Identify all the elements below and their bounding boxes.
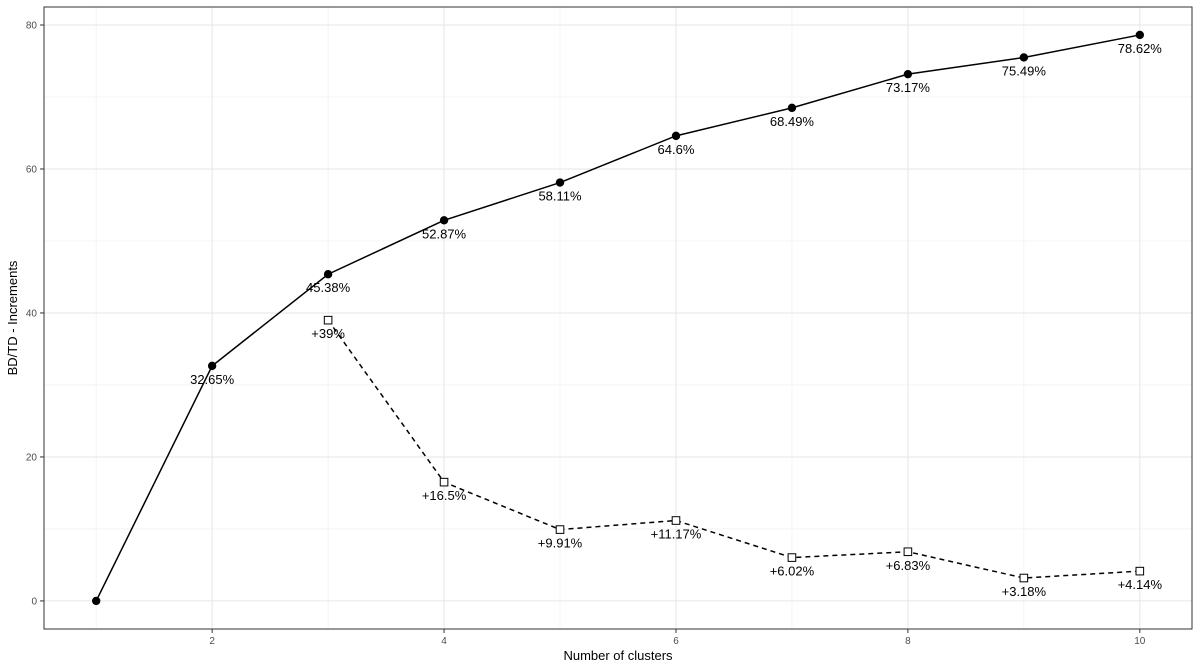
y-axis-tick-label: 60 — [26, 164, 38, 175]
series-1-point — [787, 103, 797, 113]
y-axis-tick-label: 80 — [26, 20, 38, 31]
series-2-point — [555, 525, 565, 534]
series-2-data-label: +9.91% — [538, 536, 583, 551]
series-2-point — [787, 553, 797, 562]
series-1-data-label: 73.17% — [886, 80, 931, 95]
series-1-line — [95, 34, 1140, 602]
y-axis-tick-label: 0 — [31, 596, 37, 607]
series-2-data-label: +6.02% — [770, 564, 815, 579]
x-axis-tick-label: 10 — [1134, 636, 1146, 647]
series-2-point — [903, 547, 913, 557]
x-axis-title: Number of clusters — [563, 648, 673, 663]
x-axis-tick-label: 4 — [441, 636, 447, 647]
series-2-data-label: +6.83% — [886, 558, 931, 573]
series-1-point — [555, 178, 565, 187]
series-1-point — [439, 216, 449, 225]
series-1-point — [1135, 30, 1145, 40]
series-2-point — [439, 477, 449, 487]
x-axis-tick-label: 2 — [209, 636, 215, 647]
data-labels: 32.65% 45.38% 52.87% 58.11% 64.6% 68.49% 73.17… — [190, 41, 1162, 599]
series-1-point — [1019, 53, 1029, 62]
series-1-point — [903, 69, 913, 79]
series-2-data-label: +11.17% — [651, 527, 702, 542]
y-axis-tick-label: 20 — [26, 452, 38, 463]
series-1-data-label: 75.49% — [1002, 63, 1047, 78]
series-1-point — [207, 361, 217, 371]
series-1-data-label: 58.11% — [538, 189, 582, 204]
axes: 2 4 6 8 10 0 20 40 60 80 — [26, 20, 1146, 647]
grid — [44, 7, 1192, 629]
series-2-point — [671, 516, 681, 525]
series-2-point — [1019, 573, 1029, 583]
series-1-data-label: 32.65% — [190, 372, 235, 387]
series-1-data-label: 64.6% — [658, 142, 695, 157]
plot-series — [91, 30, 1145, 606]
series-2-data-label: +39% — [311, 326, 345, 341]
series-2-line — [327, 319, 1140, 579]
series-2-point — [323, 315, 333, 325]
y-axis-tick-label: 40 — [26, 308, 38, 319]
series-1-data-label: 78.62% — [1118, 41, 1163, 56]
series-1-data-label: 52.87% — [422, 226, 467, 241]
series-2-data-label: +4.14% — [1118, 577, 1163, 592]
series-2-data-label: +16.5% — [422, 488, 467, 503]
series-2-data-label: +3.18% — [1002, 584, 1047, 599]
series-2-point — [1135, 566, 1145, 576]
series-1-data-label: 45.38% — [306, 280, 351, 295]
x-axis-tick-label: 8 — [905, 636, 911, 647]
y-axis-title: BD/TD - Increments — [5, 260, 20, 375]
panel-border — [43, 6, 1193, 630]
x-axis-tick-label: 6 — [673, 636, 679, 647]
series-1-point — [323, 270, 333, 279]
series-1-point — [671, 131, 681, 141]
series-1-data-label: 68.49% — [770, 114, 815, 129]
series-1-point — [91, 596, 101, 606]
